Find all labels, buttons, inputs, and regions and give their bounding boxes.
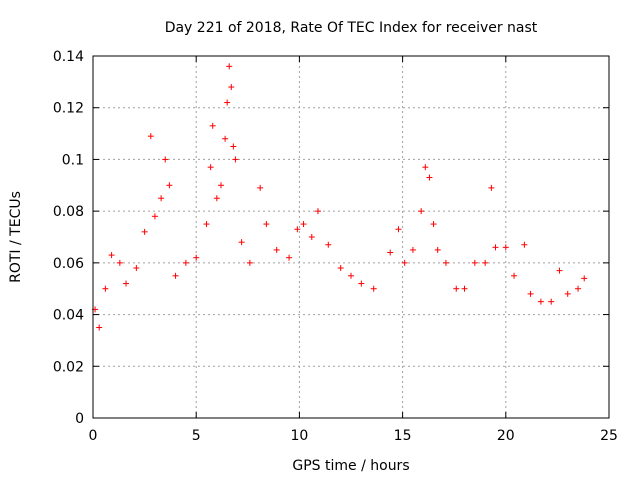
- data-point: [162, 156, 169, 163]
- x-tick-label: 5: [192, 428, 201, 444]
- data-point: [273, 246, 280, 253]
- y-axis-label: ROTI / TECUs: [8, 191, 24, 283]
- plot-frame: [92, 55, 610, 419]
- data-point: [294, 226, 301, 233]
- data-point: [207, 164, 214, 171]
- y-tick-label: 0.12: [53, 101, 84, 117]
- y-tick-label: 0.08: [53, 204, 84, 220]
- data-point: [193, 254, 200, 261]
- data-point: [430, 221, 437, 228]
- data-point: [548, 298, 555, 305]
- data-point: [182, 259, 189, 266]
- data-point: [228, 84, 235, 91]
- data-point: [401, 259, 408, 266]
- data-point: [116, 259, 123, 266]
- data-point: [226, 63, 233, 70]
- data-point: [96, 324, 103, 331]
- data-point: [434, 246, 441, 253]
- y-tick-label: 0.1: [62, 152, 84, 168]
- data-point: [257, 184, 264, 191]
- grid: [93, 56, 609, 418]
- data-point: [488, 184, 495, 191]
- data-point: [108, 252, 115, 259]
- x-tick-label: 0: [89, 428, 98, 444]
- x-tick-label: 10: [290, 428, 308, 444]
- x-tick-label: 15: [394, 428, 412, 444]
- x-tick-labels: 0 5 10 15 20 25: [89, 428, 618, 444]
- y-tick-label: 0.02: [53, 359, 84, 375]
- data-points: [92, 63, 588, 331]
- data-point: [232, 156, 239, 163]
- data-point: [426, 174, 433, 181]
- data-point: [133, 265, 140, 272]
- y-tick-label: 0.06: [53, 256, 84, 272]
- data-point: [337, 265, 344, 272]
- data-point: [409, 246, 416, 253]
- data-point: [263, 221, 270, 228]
- data-point: [422, 164, 429, 171]
- y-tick-label: 0: [75, 411, 84, 427]
- data-point: [348, 272, 354, 279]
- data-point: [502, 244, 509, 251]
- data-point: [151, 213, 158, 220]
- data-point: [141, 228, 148, 235]
- data-point: [230, 143, 237, 150]
- data-point: [123, 280, 130, 287]
- data-point: [387, 249, 394, 256]
- data-point: [358, 280, 365, 287]
- data-point: [325, 241, 332, 248]
- data-point: [521, 241, 528, 248]
- data-point: [246, 259, 253, 266]
- data-point: [102, 285, 109, 292]
- chart-title: Day 221 of 2018, Rate Of TEC Index for r…: [165, 20, 538, 36]
- data-point: [556, 267, 563, 274]
- data-point: [222, 135, 229, 142]
- data-point: [308, 234, 315, 240]
- y-tick-label: 0.14: [53, 49, 84, 65]
- data-point: [482, 259, 489, 266]
- data-point: [209, 122, 216, 129]
- data-point: [527, 290, 534, 297]
- y-tick-labels: 0 0.02 0.04 0.06 0.08 0.1 0.12 0.14: [53, 49, 84, 427]
- x-tick-label: 25: [600, 428, 618, 444]
- data-point: [564, 290, 571, 297]
- data-point: [166, 182, 173, 189]
- data-point: [238, 239, 245, 246]
- data-point: [314, 208, 321, 215]
- data-point: [370, 285, 377, 292]
- data-point: [300, 221, 307, 228]
- data-point: [286, 254, 293, 261]
- data-point: [217, 182, 224, 189]
- data-point: [492, 244, 499, 251]
- data-point: [537, 298, 544, 305]
- x-axis-label: GPS time / hours: [292, 458, 409, 474]
- data-point: [581, 275, 588, 282]
- data-point: [471, 259, 478, 266]
- data-point: [442, 259, 449, 266]
- data-point: [461, 285, 468, 292]
- data-point: [203, 221, 210, 228]
- y-tick-label: 0.04: [53, 308, 84, 324]
- data-point: [418, 208, 425, 215]
- data-point: [147, 133, 154, 140]
- data-point: [224, 99, 231, 106]
- data-point: [511, 272, 518, 279]
- data-point: [172, 272, 179, 279]
- data-point: [575, 285, 582, 292]
- data-point: [213, 195, 220, 202]
- data-point: [395, 226, 402, 233]
- data-point: [453, 285, 460, 292]
- x-tick-label: 20: [497, 428, 515, 444]
- data-point: [158, 195, 165, 202]
- axis-ticks: [92, 55, 610, 419]
